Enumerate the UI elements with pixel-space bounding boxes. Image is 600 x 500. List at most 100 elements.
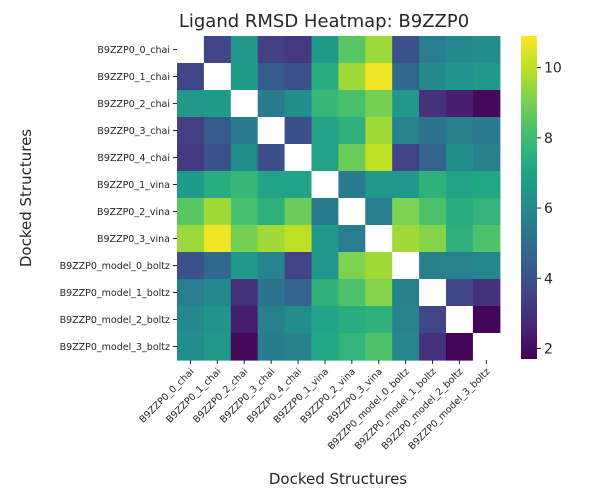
heatmap-cell bbox=[257, 90, 286, 118]
heatmap-cell bbox=[311, 252, 339, 280]
heatmap-cell bbox=[392, 333, 420, 361]
heatmap-cell bbox=[338, 144, 366, 172]
heatmap-cell bbox=[311, 306, 339, 334]
heatmap-cell bbox=[392, 198, 420, 226]
heatmap-cell bbox=[472, 225, 501, 253]
heatmap-cell bbox=[419, 171, 447, 199]
x-axis-label: Docked Structures bbox=[269, 470, 407, 488]
y-tick-label: B9ZZP0_model_3_boltz bbox=[60, 342, 170, 353]
heatmap-cell bbox=[311, 63, 339, 91]
heatmap-cell bbox=[365, 333, 393, 361]
heatmap-cell bbox=[311, 333, 339, 361]
heatmap-cell bbox=[257, 198, 286, 226]
heatmap-cell bbox=[230, 171, 259, 199]
heatmap-cell bbox=[203, 333, 232, 361]
heatmap-cell bbox=[203, 279, 232, 307]
heatmap-cell bbox=[257, 252, 286, 280]
heatmap-cell bbox=[230, 90, 259, 118]
heatmap-cell bbox=[230, 306, 259, 334]
heatmap-cell bbox=[284, 171, 313, 199]
heatmap-cell bbox=[311, 36, 339, 64]
heatmap-cell bbox=[365, 90, 393, 118]
heatmap-cell bbox=[419, 198, 447, 226]
heatmap-cell bbox=[472, 171, 501, 199]
y-tick-label: B9ZZP0_model_1_boltz bbox=[60, 288, 170, 299]
heatmap-cell bbox=[338, 279, 366, 307]
colorbar-tick-label: 2 bbox=[544, 341, 553, 357]
heatmap-cell bbox=[230, 198, 259, 226]
heatmap-cell bbox=[311, 279, 339, 307]
heatmap-cell bbox=[284, 198, 313, 226]
heatmap-cell bbox=[230, 225, 259, 253]
heatmap-cell bbox=[365, 144, 393, 172]
heatmap-cell bbox=[338, 306, 366, 334]
heatmap-cell bbox=[472, 117, 501, 145]
heatmap-cell bbox=[392, 36, 420, 64]
heatmap-cell bbox=[419, 90, 447, 118]
heatmap-cell bbox=[392, 252, 420, 280]
y-tick-label: B9ZZP0_1_chai bbox=[97, 72, 170, 83]
heatmap-cell bbox=[311, 144, 339, 172]
heatmap-cell bbox=[472, 252, 501, 280]
heatmap-cell bbox=[230, 279, 259, 307]
heatmap-cell bbox=[203, 144, 232, 172]
heatmap-cell bbox=[230, 63, 259, 91]
heatmap-cell bbox=[203, 63, 232, 91]
heatmap-cell bbox=[203, 306, 232, 334]
heatmap-cell bbox=[472, 198, 501, 226]
heatmap-cell bbox=[338, 198, 366, 226]
y-tick-label: B9ZZP0_2_chai bbox=[97, 99, 170, 110]
colorbar bbox=[521, 36, 537, 359]
heatmap-cell bbox=[392, 225, 420, 253]
heatmap-cell bbox=[284, 117, 313, 145]
heatmap-cell bbox=[177, 252, 205, 280]
heatmap-cell bbox=[392, 90, 420, 118]
heatmap-cell bbox=[392, 306, 420, 334]
heatmap-cell bbox=[446, 306, 474, 334]
heatmap-cell bbox=[257, 333, 286, 361]
heatmap-cell bbox=[203, 36, 232, 64]
heatmap-cell bbox=[311, 117, 339, 145]
heatmap-cell bbox=[365, 252, 393, 280]
heatmap-cell bbox=[472, 144, 501, 172]
colorbar-tick-label: 4 bbox=[544, 271, 553, 287]
heatmap-cell bbox=[365, 225, 393, 253]
heatmap-cell bbox=[446, 279, 474, 307]
heatmap-cell bbox=[446, 252, 474, 280]
heatmap-cell bbox=[284, 63, 313, 91]
heatmap-cell bbox=[419, 225, 447, 253]
heatmap-cell bbox=[392, 63, 420, 91]
heatmap-cell bbox=[177, 144, 205, 172]
heatmap-cell bbox=[257, 279, 286, 307]
heatmap-cell bbox=[311, 225, 339, 253]
heatmap-cell bbox=[177, 225, 205, 253]
x-tick-labels: B9ZZP0_0_chaiB9ZZP0_1_chaiB9ZZP0_2_chaiB… bbox=[137, 360, 492, 452]
y-axis-label: Docked Structures bbox=[17, 129, 35, 267]
heatmap-cell bbox=[419, 63, 447, 91]
heatmap-cell bbox=[203, 252, 232, 280]
heatmap-cell bbox=[257, 306, 286, 334]
heatmap-cell bbox=[257, 225, 286, 253]
heatmap-cell bbox=[338, 63, 366, 91]
heatmap-cell bbox=[257, 36, 286, 64]
y-tick-label: B9ZZP0_4_chai bbox=[97, 153, 170, 164]
heatmap-cell bbox=[419, 117, 447, 145]
heatmap-cell bbox=[419, 252, 447, 280]
heatmap-cell bbox=[472, 279, 501, 307]
heatmap-cell bbox=[177, 117, 205, 145]
heatmap-cell bbox=[284, 306, 313, 334]
heatmap-cell bbox=[203, 117, 232, 145]
heatmap-cell bbox=[203, 171, 232, 199]
heatmap-cell bbox=[203, 90, 232, 118]
heatmap-cell bbox=[177, 171, 205, 199]
heatmap-cell bbox=[365, 279, 393, 307]
heatmap-cell bbox=[419, 306, 447, 334]
colorbar-ticks: 2 4 6 8 10 bbox=[537, 61, 562, 357]
colorbar-tick-label: 6 bbox=[544, 201, 553, 217]
heatmap-cell bbox=[446, 117, 474, 145]
heatmap-cell bbox=[392, 117, 420, 145]
heatmap-cell bbox=[365, 36, 393, 64]
heatmap-cell bbox=[446, 90, 474, 118]
heatmap-cell bbox=[177, 36, 205, 64]
heatmap-cell bbox=[446, 171, 474, 199]
